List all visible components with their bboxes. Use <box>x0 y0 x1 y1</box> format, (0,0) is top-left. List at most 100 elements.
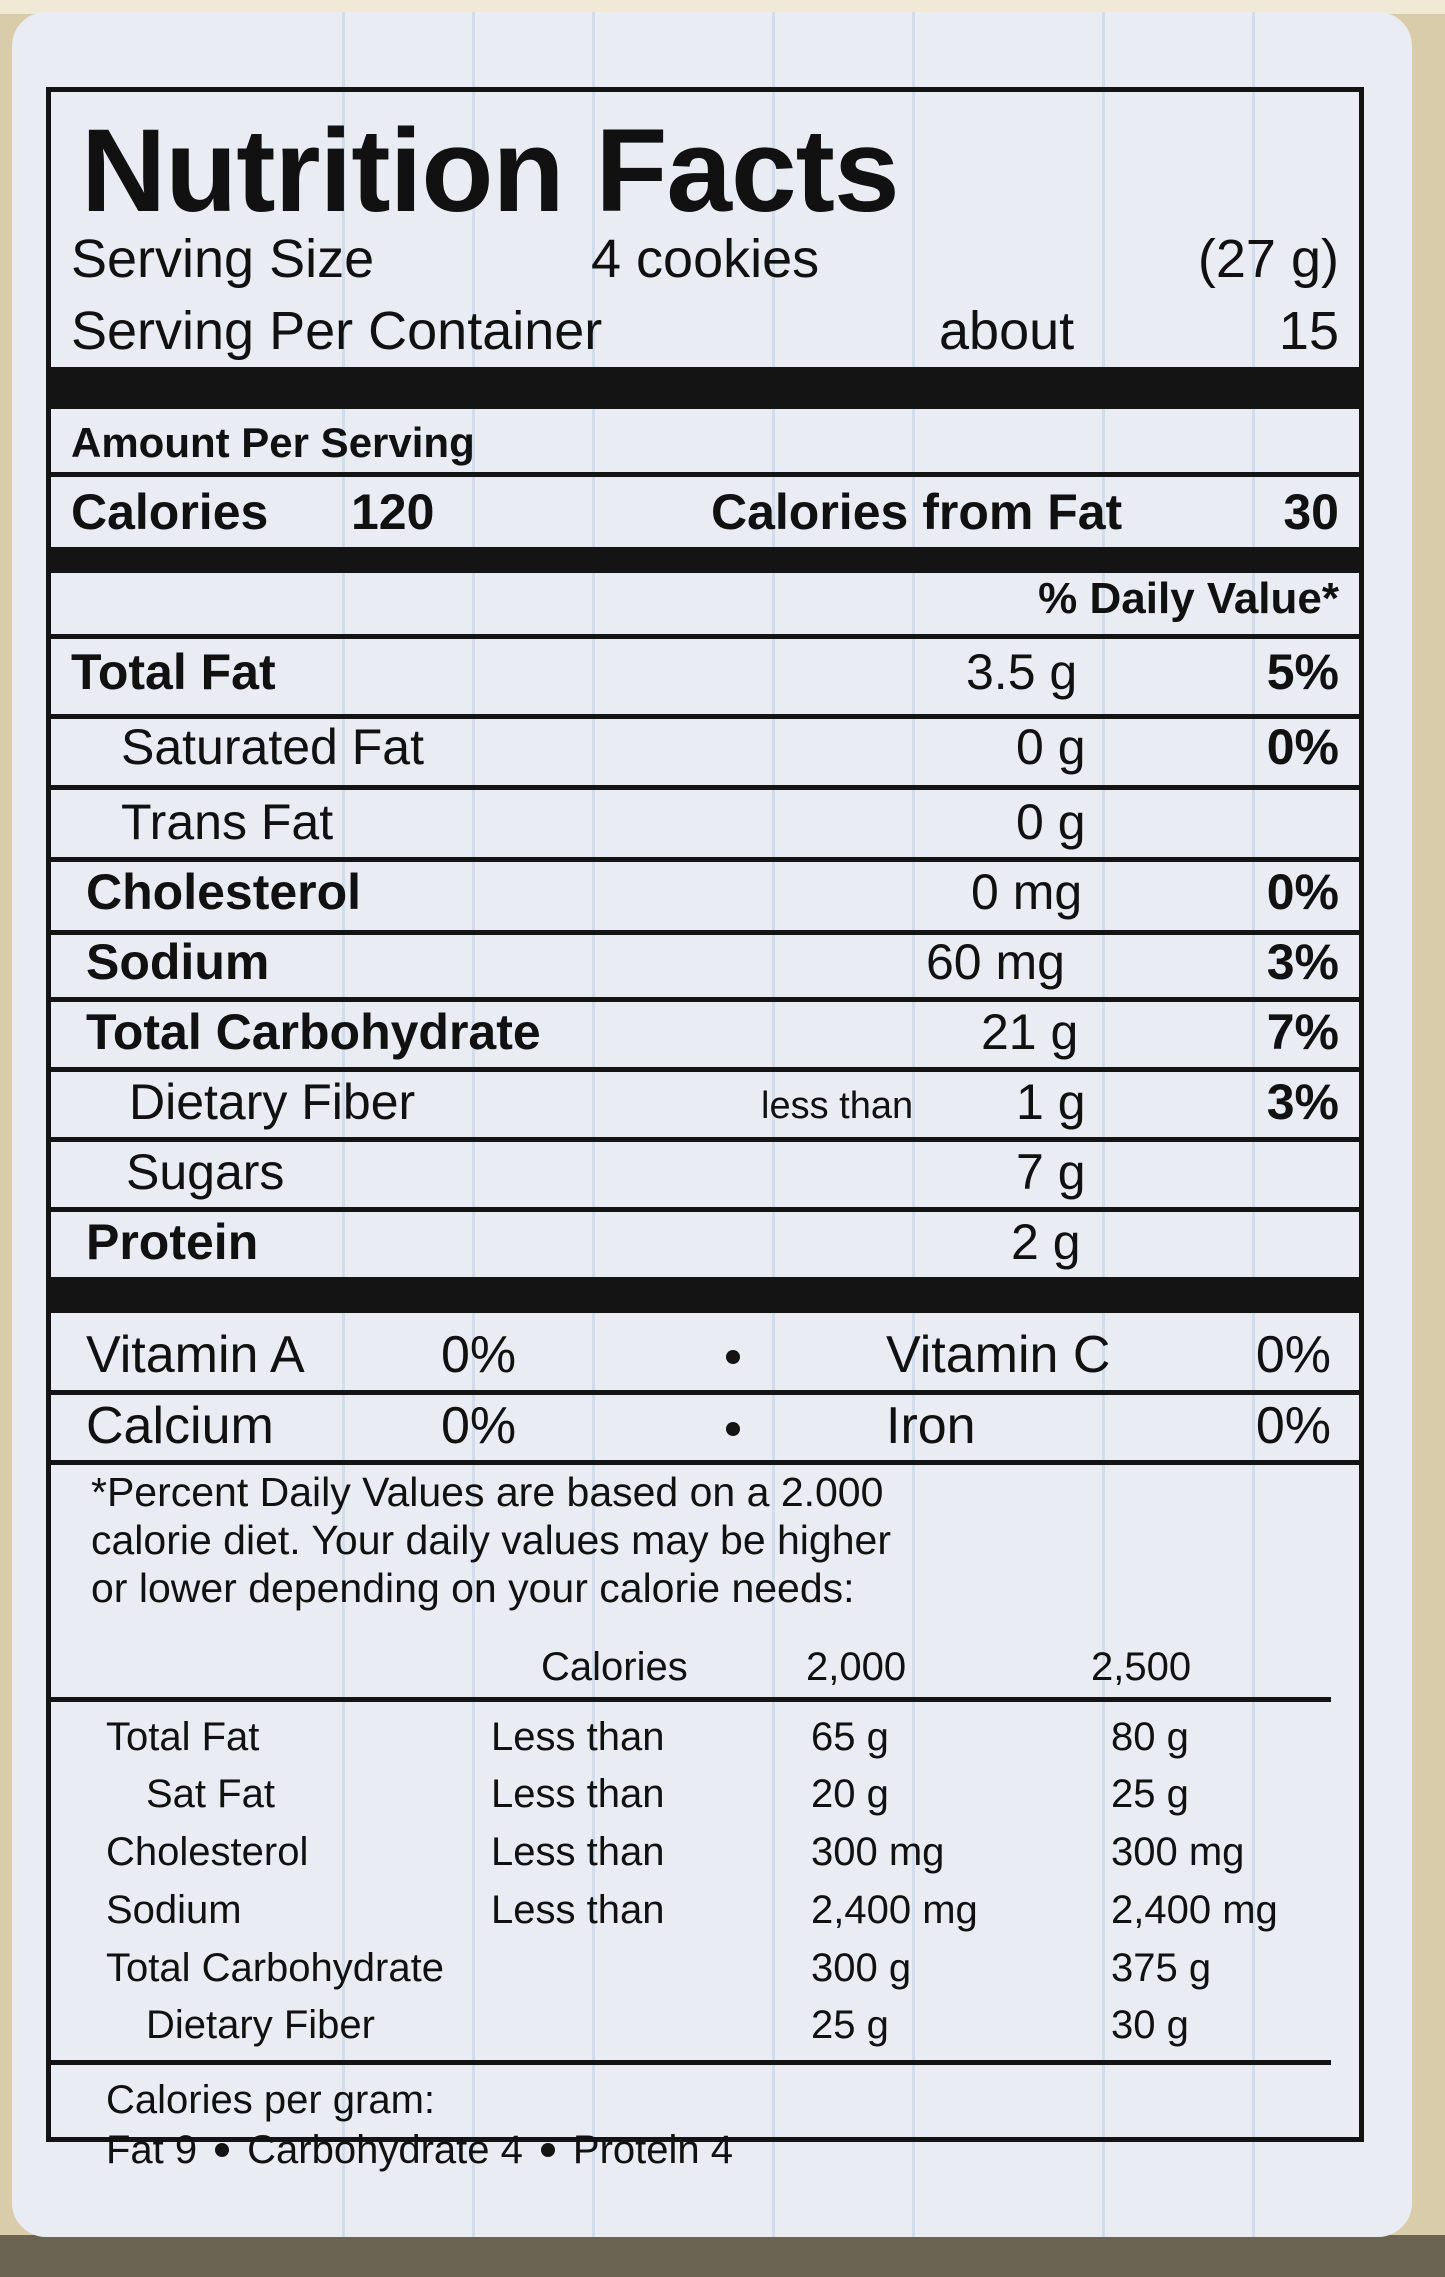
nutrient-dv: 7% <box>1266 1004 1339 1060</box>
reference-col1: 300 mg <box>811 1830 945 1874</box>
serving-size-label: Serving Size <box>71 229 375 289</box>
divider <box>51 930 1359 935</box>
nutrient-dv: 3% <box>1266 1074 1339 1130</box>
nutrient-qualifier: less than <box>761 1085 914 1127</box>
footnote-line: calorie diet. Your daily values may be h… <box>91 1517 891 1563</box>
nutrition-sticker: Nutrition Facts Serving Size 4 cookies (… <box>12 12 1412 2237</box>
thick-divider <box>51 1277 1359 1313</box>
reference-col1: 25 g <box>811 2003 889 2047</box>
nutrient-name: Dietary Fiber <box>129 1074 416 1130</box>
nutrient-amount: 1 g <box>1016 1074 1086 1130</box>
divider <box>51 997 1359 1002</box>
divider <box>51 1067 1359 1072</box>
divider <box>51 857 1359 862</box>
nutrient-dv: 0% <box>1266 864 1339 920</box>
vitamin-value: 0% <box>1255 1397 1331 1455</box>
vitamin-value: 0% <box>1255 1326 1331 1384</box>
nutrient-name: Total Carbohydrate <box>86 1004 541 1060</box>
footnote-line: or lower depending on your calorie needs… <box>91 1565 855 1611</box>
nutrient-name: Total Fat <box>71 644 276 700</box>
nutrient-amount: 21 g <box>981 1004 1079 1060</box>
reference-header-col2: 2,500 <box>1091 1645 1192 1689</box>
serving-size-weight: (27 g) <box>1197 229 1339 289</box>
divider <box>51 785 1359 790</box>
daily-value-header: % Daily Value* <box>1038 574 1339 623</box>
vitamin-value: 0% <box>441 1397 517 1455</box>
nutrient-name: Trans Fat <box>121 794 334 850</box>
reference-name: Total Fat <box>106 1715 260 1759</box>
vitamin-value: 0% <box>441 1326 517 1384</box>
nutrient-name: Sugars <box>126 1144 285 1200</box>
reference-col2: 300 mg <box>1111 1830 1245 1874</box>
reference-col2: 30 g <box>1111 2003 1189 2047</box>
calories-per-gram-label: Calories per gram: <box>106 2078 436 2122</box>
nutrient-name: Saturated Fat <box>121 719 424 775</box>
nutrient-amount: 0 g <box>1016 794 1086 850</box>
package-bottom-edge <box>0 2235 1445 2277</box>
vitamin-name: Vitamin A <box>86 1326 305 1384</box>
reference-col1: 65 g <box>811 1715 889 1759</box>
reference-col1: 20 g <box>811 1772 889 1816</box>
divider <box>51 1697 1331 1702</box>
nutrient-amount: 3.5 g <box>966 644 1078 700</box>
label-title: Nutrition Facts <box>81 105 900 237</box>
reference-col2: 375 g <box>1111 1946 1212 1990</box>
nutrient-name: Cholesterol <box>86 864 362 920</box>
divider <box>51 1137 1359 1142</box>
divider <box>51 472 1359 477</box>
reference-header-col1: 2,000 <box>806 1645 907 1689</box>
reference-col2: 2,400 mg <box>1111 1888 1278 1932</box>
reference-qualifier: Less than <box>491 1888 665 1932</box>
reference-qualifier: Less than <box>491 1715 665 1759</box>
reference-header-label: Calories <box>541 1645 688 1689</box>
vitamin-name: Vitamin C <box>886 1326 1111 1384</box>
divider <box>51 634 1359 639</box>
calories-from-fat-label: Calories from Fat <box>711 484 1123 540</box>
nutrient-amount: 2 g <box>1011 1214 1081 1270</box>
medium-divider <box>51 547 1359 573</box>
reference-col2: 80 g <box>1111 1715 1189 1759</box>
servings-label: Serving Per Container <box>71 301 603 361</box>
nutrient-dv: 0% <box>1266 719 1339 775</box>
nutrient-amount: 60 mg <box>926 934 1065 990</box>
nutrient-dv: 5% <box>1266 644 1339 700</box>
nutrient-name: Sodium <box>86 934 270 990</box>
reference-col1: 300 g <box>811 1946 912 1990</box>
divider <box>51 1460 1359 1465</box>
bullet-icon <box>215 2143 230 2157</box>
carb-per-gram: Carbohydrate 4 <box>247 2128 523 2172</box>
calories-per-gram-values: Fat 9 Carbohydrate 4 Protein 4 <box>106 2130 733 2170</box>
thick-divider <box>51 367 1359 409</box>
calories-label: Calories <box>71 484 269 540</box>
calories-from-fat-value: 30 <box>1283 484 1339 540</box>
divider <box>51 2060 1331 2065</box>
nutrient-amount: 0 g <box>1016 719 1086 775</box>
reference-qualifier: Less than <box>491 1830 665 1874</box>
amount-per-serving: Amount Per Serving <box>71 419 475 466</box>
servings-value: 15 <box>1278 301 1339 361</box>
fat-per-gram: Fat 9 <box>106 2128 198 2172</box>
reference-col2: 25 g <box>1111 1772 1189 1816</box>
nutrient-amount: 7 g <box>1016 1144 1086 1200</box>
nutrient-amount: 0 mg <box>971 864 1083 920</box>
reference-col1: 2,400 mg <box>811 1888 978 1932</box>
bullet-icon <box>726 1350 740 1364</box>
reference-qualifier: Less than <box>491 1772 665 1816</box>
bullet-icon <box>726 1422 740 1436</box>
reference-name: Sat Fat <box>146 1772 275 1816</box>
reference-name: Cholesterol <box>106 1830 309 1874</box>
serving-size-value: 4 cookies <box>591 229 820 289</box>
reference-name: Sodium <box>106 1888 242 1932</box>
bullet-icon <box>540 2143 555 2157</box>
package-top-edge <box>0 0 1445 14</box>
nutrition-facts-panel: Nutrition Facts Serving Size 4 cookies (… <box>46 87 1364 2170</box>
servings-qualifier: about <box>939 301 1075 361</box>
divider <box>51 714 1359 719</box>
vitamin-name: Iron <box>886 1397 976 1455</box>
reference-name: Total Carbohydrate <box>106 1946 444 1990</box>
vitamin-name: Calcium <box>86 1397 274 1455</box>
protein-per-gram: Protein 4 <box>572 2128 733 2172</box>
footnote-line: *Percent Daily Values are based on a 2.0… <box>91 1469 884 1515</box>
reference-name: Dietary Fiber <box>146 2003 375 2047</box>
divider <box>51 1390 1359 1395</box>
